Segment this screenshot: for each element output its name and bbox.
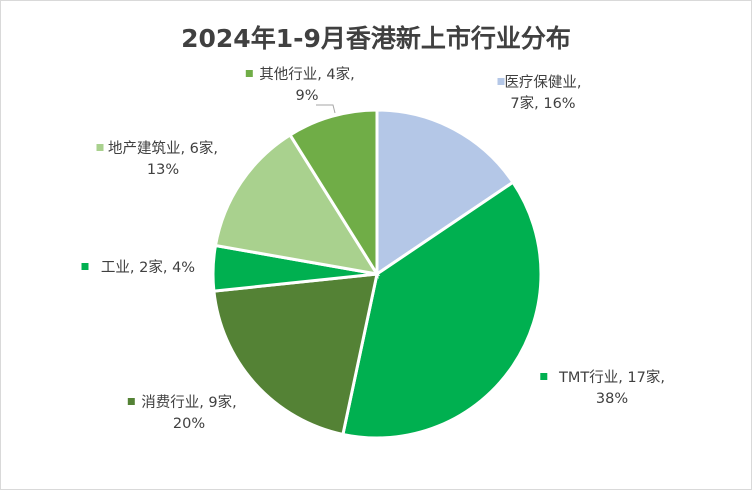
legend-key — [497, 78, 505, 85]
legend-key — [245, 70, 253, 77]
data-label: 20% — [173, 416, 205, 432]
data-label: 地产建筑业, 6家, — [108, 140, 218, 157]
data-label: 38% — [596, 391, 628, 407]
pie-slice — [341, 180, 543, 440]
legend-key — [81, 263, 89, 270]
pie-slice — [375, 108, 516, 277]
leader-line — [316, 104, 336, 114]
chart-title: 2024年1-9月香港新上市行业分布 — [181, 24, 571, 53]
pie-slices — [211, 108, 543, 440]
data-label: 工业, 2家, 4% — [101, 259, 195, 276]
leader-lines — [316, 104, 336, 114]
legend-key — [96, 144, 104, 151]
data-label: 其他行业, 4家, — [259, 66, 355, 83]
data-label: 7家, 16% — [510, 95, 575, 112]
pie-slice — [212, 272, 379, 437]
legend-key — [540, 373, 548, 380]
data-label: TMT行业, 17家, — [558, 369, 665, 386]
data-labels: 医疗保健业, 7家, 16% TMT行业, 17家, 38% 消费行业, 9家, 20% 工… — [81, 66, 665, 432]
pie-slice — [213, 132, 381, 277]
legend-key — [127, 398, 135, 405]
data-label: 9% — [295, 88, 318, 104]
data-label: 13% — [147, 162, 179, 178]
pie-slice — [288, 108, 379, 280]
data-label: 消费行业, 9家, — [141, 394, 237, 411]
data-label: 医疗保健业, — [504, 74, 581, 91]
